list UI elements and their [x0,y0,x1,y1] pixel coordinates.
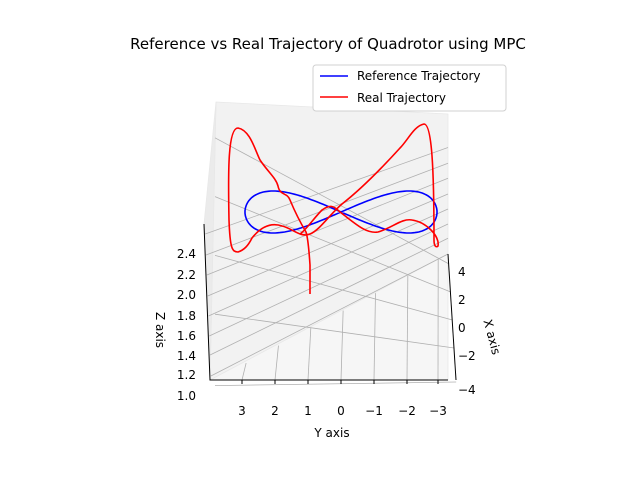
z-tick-label: 2.2 [177,268,196,282]
z-tick-label: 2.4 [177,247,196,261]
axes [203,223,457,381]
x-grid-line [214,137,450,265]
z-axis-label: Z axis [153,312,167,348]
y-grid-line [307,328,312,381]
series-real-trajectory [227,123,439,294]
grid-lines [205,137,457,386]
z-tick-label: 1.6 [177,329,196,343]
y-tick-label: −3 [429,404,447,418]
z-grid-line [209,237,449,356]
tick-labels: 3 2 1 0 −1 −2 −3 4 2 0 −2 −4 2.4 2.2 2.0 1.8 1.6 1.4 1.2 1.… [177,247,476,418]
chart-title: Reference vs Real Trajectory of Quadroto… [130,35,526,53]
x-grid-line [214,196,451,293]
axis-frame [203,223,448,381]
z-tick-label: 1.4 [177,349,196,363]
x-tick-label: 2 [458,293,466,307]
y-tick-label: 1 [304,404,312,418]
y-tick-label: −2 [398,404,416,418]
series-lines [227,123,439,294]
x-tick-label: −2 [458,349,476,363]
legend-box [312,64,507,112]
y-tick-label: 0 [337,404,345,418]
x-grid-line [214,313,455,349]
z-tick-label: 2.0 [177,288,196,302]
y-axis-label: Y axis [313,426,349,440]
x-grid-line [214,255,453,321]
z-grid-line [205,162,449,256]
x-tick-label: 4 [458,265,466,279]
x-grid-line [214,381,457,386]
z-tick-label: 1.2 [177,368,196,382]
y-tick-label: 2 [271,404,279,418]
x-tick-label: 0 [458,321,466,335]
z-grid-line [207,193,449,297]
z-tick-label: 1.8 [177,309,196,323]
z-tick-label: 1.0 [177,389,196,403]
x-tick-label: −4 [458,383,476,397]
x-axis-line [447,253,457,381]
legend-label-reference: Reference Trajectory [357,69,481,83]
y-tick-label: −1 [365,404,383,418]
legend-label-real: Real Trajectory [357,91,446,105]
z-grid-line [205,147,449,235]
y-grid-line [340,310,344,381]
z-grid-line [208,208,449,317]
z-grid-line [206,177,449,276]
z-grid-line [209,223,449,337]
z-grid-line [210,253,449,377]
y-grid-line [241,362,247,381]
y-tick-label: 3 [238,404,246,418]
y-grid-line [406,275,409,381]
x-axis-label: X axis [480,318,503,356]
y-grid-line [274,345,279,381]
legend: Reference Trajectory Real Trajectory [312,64,507,112]
